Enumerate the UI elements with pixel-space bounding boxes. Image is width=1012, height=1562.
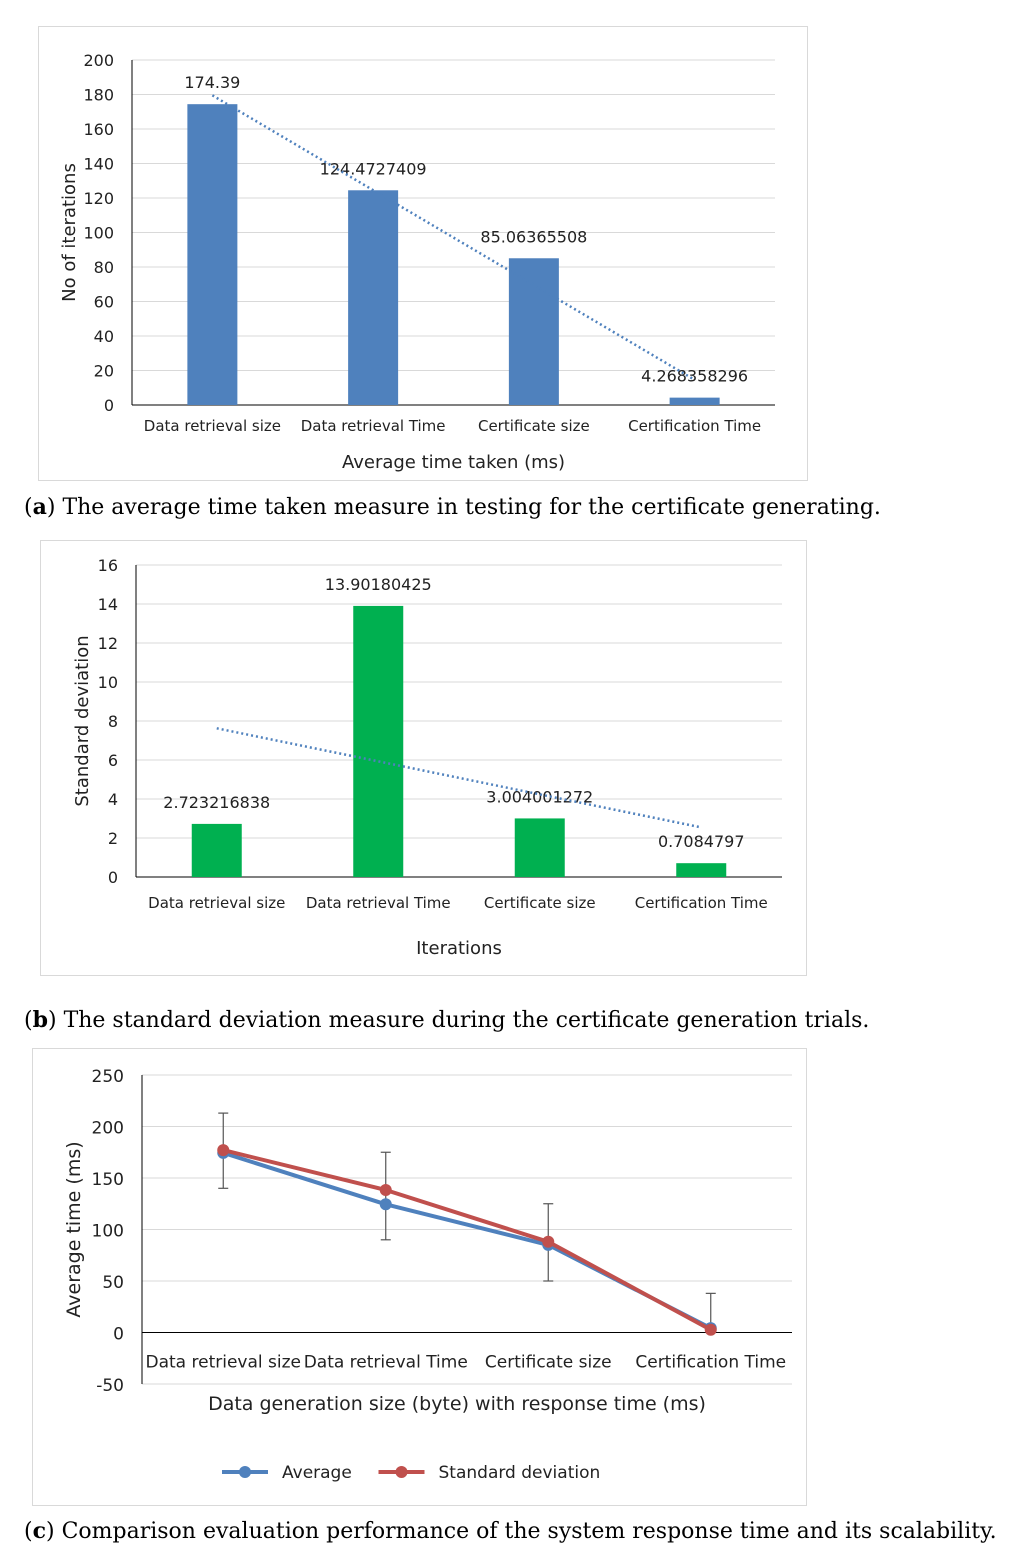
x-tick-label: Certificate size xyxy=(484,894,596,912)
chart-c-panel xyxy=(32,1048,807,1506)
y-axis-title: No of iterations xyxy=(59,163,80,302)
y-tick-label: 0 xyxy=(108,868,118,887)
series-point xyxy=(542,1235,555,1248)
y-tick-label: 10 xyxy=(98,673,118,692)
x-tick-label: Data retrieval size xyxy=(148,894,285,912)
x-tick-label: Certification Time xyxy=(635,1353,786,1373)
y-tick-label: 160 xyxy=(83,120,114,139)
y-axis-title: Average time (ms) xyxy=(63,1141,85,1317)
x-tick-label: Certificate size xyxy=(478,417,590,435)
y-axis-title: Standard deviation xyxy=(72,635,93,806)
x-tick-label: Data retrieval Time xyxy=(304,1353,468,1373)
x-tick-label: Certification Time xyxy=(635,894,768,912)
y-tick-label: 200 xyxy=(92,1119,124,1139)
x-tick-label: Data retrieval Time xyxy=(306,894,451,912)
y-tick-label: 4 xyxy=(108,790,118,809)
x-axis-title: Data generation size (byte) with respons… xyxy=(208,1393,706,1415)
legend-label: Standard deviation xyxy=(439,1463,601,1483)
data-label: 3.004001272 xyxy=(486,787,593,806)
y-tick-label: 80 xyxy=(94,258,114,277)
caption-a: (a) The average time taken measure in te… xyxy=(24,494,881,520)
series-point xyxy=(379,1198,392,1211)
legend-label: Average xyxy=(282,1463,352,1483)
x-axis-title: Iterations xyxy=(416,938,502,959)
y-tick-label: 180 xyxy=(83,86,114,105)
y-tick-label: 14 xyxy=(98,595,118,614)
chart-b-panel xyxy=(40,540,807,976)
y-tick-label: 140 xyxy=(83,155,114,174)
x-tick-label: Certification Time xyxy=(628,417,761,435)
data-label: 174.39 xyxy=(184,73,240,92)
trendline xyxy=(211,94,696,381)
data-label: 2.723216838 xyxy=(163,793,270,812)
y-tick-label: 0 xyxy=(104,396,114,415)
bar xyxy=(508,258,559,405)
bar xyxy=(353,605,404,877)
y-tick-label: 100 xyxy=(83,224,114,243)
x-tick-label: Certificate size xyxy=(485,1353,612,1373)
series-point xyxy=(217,1144,230,1157)
caption-b: (b) The standard deviation measure durin… xyxy=(24,1007,870,1033)
y-tick-label: 60 xyxy=(94,293,114,312)
y-tick-label: 50 xyxy=(102,1273,124,1293)
data-label: 0.7084797 xyxy=(658,832,745,851)
y-tick-label: 2 xyxy=(108,829,118,848)
x-tick-label: Data retrieval Time xyxy=(301,417,446,435)
series-point xyxy=(379,1183,392,1196)
y-tick-label: 120 xyxy=(83,189,114,208)
data-label: 85.06365508 xyxy=(480,227,587,246)
bar xyxy=(669,397,720,405)
series-line xyxy=(222,1148,712,1332)
data-label: 13.90180425 xyxy=(325,575,432,594)
x-tick-label: Data retrieval size xyxy=(144,417,281,435)
y-tick-label: 8 xyxy=(108,712,118,731)
y-tick-label: 6 xyxy=(108,751,118,770)
caption-c: (c) Comparison evaluation performance of… xyxy=(24,1518,997,1544)
x-tick-label: Data retrieval size xyxy=(146,1353,301,1373)
series-point xyxy=(704,1323,717,1336)
y-tick-label: -50 xyxy=(96,1376,124,1396)
y-tick-label: 250 xyxy=(92,1067,124,1087)
y-tick-label: 12 xyxy=(98,634,118,653)
legend-marker xyxy=(395,1466,408,1478)
bar xyxy=(187,104,238,406)
y-tick-label: 16 xyxy=(98,556,118,575)
series-line xyxy=(222,1150,712,1330)
x-axis-title: Average time taken (ms) xyxy=(342,452,565,473)
bar xyxy=(676,863,727,877)
bar xyxy=(514,818,565,877)
bar xyxy=(191,823,242,877)
data-label: 4.268358296 xyxy=(641,367,748,386)
bar xyxy=(348,190,399,405)
y-tick-label: 100 xyxy=(92,1222,124,1242)
legend-marker xyxy=(239,1466,251,1478)
y-tick-label: 20 xyxy=(94,362,114,381)
y-tick-label: 200 xyxy=(83,51,114,70)
y-tick-label: 40 xyxy=(94,327,114,346)
y-tick-label: 150 xyxy=(92,1170,124,1190)
y-tick-label: 0 xyxy=(113,1325,124,1345)
